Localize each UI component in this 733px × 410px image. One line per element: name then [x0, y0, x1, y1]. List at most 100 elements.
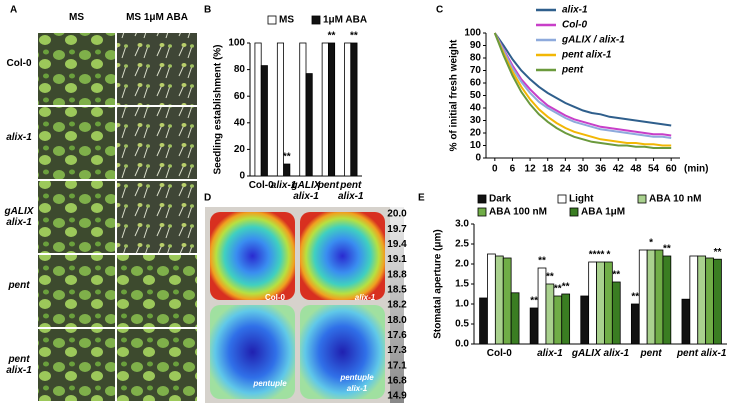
thermal-plant — [210, 305, 295, 399]
y-axis-label: Stomatal aperture (μm) — [433, 229, 444, 338]
photo — [38, 255, 115, 327]
y-tick-label: 0 — [475, 153, 481, 164]
scale-label: 16.8 — [387, 375, 407, 386]
y-tick-label: 10 — [470, 140, 482, 151]
bar — [561, 293, 571, 345]
row-label: gALIX alix-1 — [4, 206, 34, 228]
scale-label: 18.5 — [387, 284, 407, 295]
scale-label: 17.3 — [387, 345, 407, 356]
significance-label: ** — [663, 244, 671, 255]
bar — [537, 267, 547, 345]
x-tick-label: alix-1 — [270, 180, 297, 191]
thermal-plant — [300, 212, 385, 300]
bar — [681, 298, 691, 345]
bar — [654, 249, 664, 345]
y-tick-label: 2.5 — [455, 239, 469, 250]
thermal-plant — [210, 212, 295, 300]
row-label: pent alix-1 — [6, 354, 32, 376]
legend-label: pent alix-1 — [561, 50, 612, 61]
legend-swatch — [267, 15, 277, 25]
bar — [494, 255, 504, 345]
bar — [254, 42, 262, 177]
x-tick-label: 48 — [630, 164, 642, 175]
photo — [117, 181, 197, 253]
legend-label: gALIX / alix-1 — [561, 35, 625, 46]
legend-swatch — [477, 207, 487, 217]
plant-label: Col-0 — [265, 293, 285, 302]
legend-swatch — [569, 207, 579, 217]
legend-swatch — [477, 194, 487, 204]
x-tick-label: 30 — [577, 164, 589, 175]
y-tick-label: 1.0 — [455, 299, 469, 310]
significance-label: * — [649, 238, 653, 249]
scale-label: 17.6 — [387, 330, 407, 341]
bar — [510, 292, 520, 345]
x-tick-label: 0 — [492, 164, 498, 175]
significance-label: * — [606, 250, 610, 261]
photo — [117, 329, 197, 401]
y-tick-label: 100 — [228, 38, 245, 49]
scale-label: 19.1 — [387, 254, 407, 265]
y-tick-label: 1.5 — [455, 279, 469, 290]
x-tick-label: alix-1 — [537, 348, 563, 359]
line — [493, 32, 672, 137]
panel-letter: C — [436, 5, 443, 16]
bar — [705, 257, 714, 345]
x-tick-label: 54 — [648, 164, 660, 175]
legend-label: ABA 10 nM — [649, 194, 701, 205]
panel-letter: A — [10, 5, 17, 16]
x-tick-label: 18 — [542, 164, 554, 175]
bar — [321, 42, 329, 177]
plant-label: pentuple alix-1 — [340, 373, 374, 393]
color-scale — [390, 207, 404, 403]
bar — [299, 42, 307, 177]
bar — [662, 255, 672, 345]
bar — [553, 295, 563, 345]
scale-label: 20.0 — [387, 209, 407, 220]
legend-swatch — [557, 194, 567, 204]
bar — [638, 249, 648, 345]
significance-label: ** — [350, 31, 358, 42]
legend-label: Light — [569, 194, 594, 205]
row-label: alix-1 — [6, 132, 32, 143]
y-tick-label: 100 — [464, 28, 481, 39]
scale-label: 17.1 — [387, 360, 407, 371]
bar — [487, 253, 496, 345]
x-tick-label: 12 — [525, 164, 537, 175]
y-tick-label: 3.0 — [455, 219, 469, 230]
legend-label: alix-1 — [562, 5, 588, 16]
x-axis-label: (min) — [684, 164, 708, 175]
y-tick-label: 50 — [470, 90, 482, 101]
legend-swatch — [637, 194, 647, 204]
legend-label: ABA 1μM — [581, 207, 625, 218]
x-tick-label: Col-0 — [248, 180, 274, 191]
line — [493, 32, 672, 139]
x-tick-label: pent — [640, 348, 662, 359]
bar — [350, 42, 358, 177]
bar — [646, 249, 656, 345]
legend-label: 1μM ABA — [323, 15, 367, 26]
line — [493, 32, 672, 127]
line — [493, 32, 672, 149]
y-tick-label: 40 — [234, 117, 246, 128]
plant-label: alix-1 — [354, 293, 376, 302]
significance-label: ** — [283, 152, 291, 163]
x-tick-label: pent — [317, 180, 339, 191]
line — [493, 32, 672, 147]
x-tick-label: gALIX alix-1 — [291, 180, 321, 202]
significance-label: ** — [538, 256, 546, 267]
y-tick-label: 80 — [470, 53, 482, 64]
x-tick-label: 24 — [560, 164, 572, 175]
y-axis-label: % of initial fresh weight — [449, 39, 460, 151]
plant-label: pentuple — [253, 379, 287, 388]
y-axis-label: Seedling establishment (%) — [213, 44, 224, 174]
thermal-image — [205, 207, 404, 403]
panel-letter: E — [418, 193, 425, 204]
x-tick-label: 42 — [613, 164, 625, 175]
row-label: pent — [8, 280, 30, 291]
column-header: MS 1μM ABA — [126, 12, 188, 23]
legend-swatch — [311, 15, 321, 25]
bar — [580, 295, 590, 345]
scale-label: 14.9 — [387, 391, 407, 402]
